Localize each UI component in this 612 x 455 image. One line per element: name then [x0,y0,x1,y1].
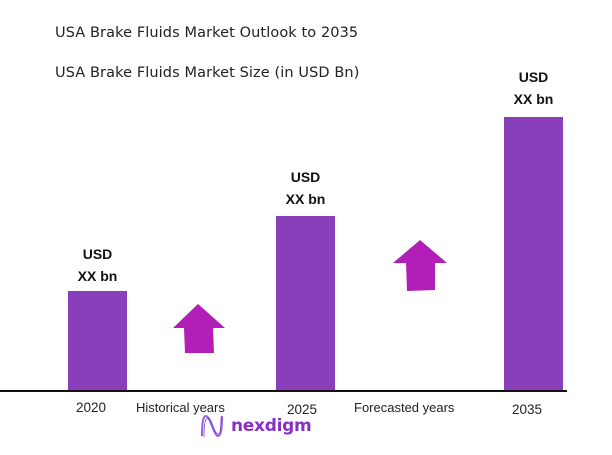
bar-label-2035: USD XX bn [504,66,563,110]
bar-label-2020: USD XX bn [68,243,127,287]
bar-label-value: XX bn [285,191,326,207]
up-arrow-icon [173,304,225,353]
nexdigm-wave-icon [201,414,223,438]
historical-years-label: Historical years [136,400,225,415]
bar-label-currency: USD [518,69,549,85]
bar-2025 [276,216,335,391]
bar-2020 [68,291,127,391]
bar-label-value: XX bn [77,268,118,284]
x-tick-2020: 2020 [76,400,107,415]
bar-label-value: XX bn [513,91,554,107]
x-tick-2025: 2025 [287,402,318,417]
bar-2035 [504,117,563,391]
forecasted-years-label: Forecasted years [354,400,455,415]
bar-label-currency: USD [82,246,113,262]
x-axis-line [0,390,567,392]
x-tick-2035: 2035 [512,402,543,417]
logo-text: nexdigm [231,416,312,436]
bar-label-2025: USD XX bn [276,166,335,210]
nexdigm-logo: nexdigm [199,413,312,439]
chart-title: USA Brake Fluids Market Outlook to 2035 [55,25,359,41]
up-arrow-icon [393,240,447,291]
chart-subtitle: USA Brake Fluids Market Size (in USD Bn) [55,65,360,81]
bar-label-currency: USD [290,169,321,185]
